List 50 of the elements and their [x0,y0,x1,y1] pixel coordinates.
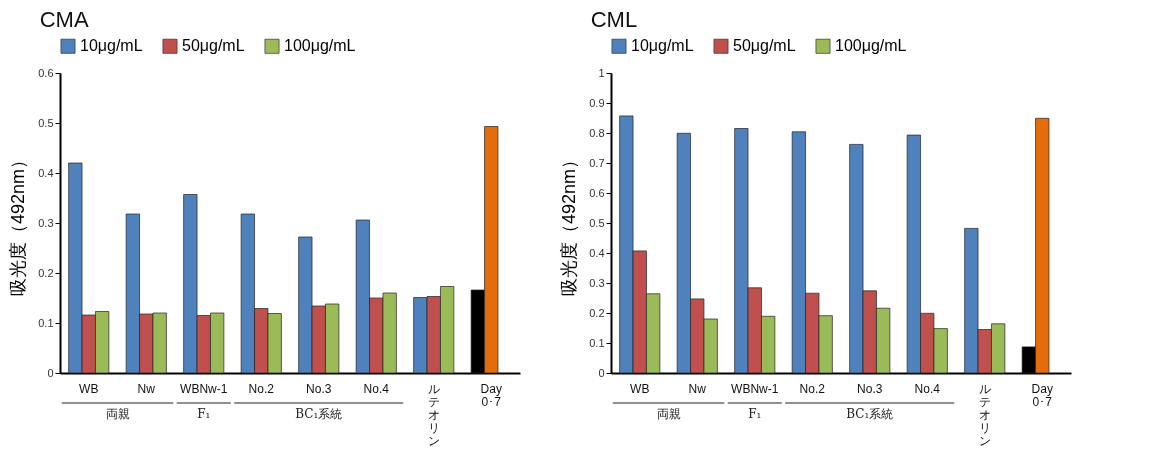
y-axis-title: 吸光度（492nm） [8,150,29,297]
y-tick-label: 0.9 [589,96,605,109]
legend-label: 100μg/mL [284,37,356,55]
y-tick-label: 0.6 [38,66,54,79]
legend-label: 10μg/mL [80,37,143,55]
y-tick-label: 0.3 [38,216,54,229]
chart-title: CMA [39,7,89,32]
legend-label: 50μg/mL [182,37,245,55]
legend-label: 50μg/mL [733,37,796,55]
y-tick-label: 0.2 [38,266,54,279]
x-tick-label: Nw [137,381,156,396]
y-tick-label: 0.7 [589,156,605,169]
text: BC₁系統 [846,407,894,421]
x-tick-label: Nw [688,381,707,396]
legend-label: 100μg/mL [835,37,907,55]
x-tick-label: ルテオリン [427,381,440,448]
y-tick-label: 0.6 [589,186,605,199]
y-tick-label: 0.8 [589,126,605,139]
y-tick-label: 0.2 [589,306,605,319]
text: BC₁系統 [295,407,343,421]
text: F₁ [197,407,211,421]
x-tick-label: Day 0･7 [480,381,502,409]
legend-label: 10μg/mL [631,37,694,55]
x-tick-label: WBNw-1 [731,381,779,396]
x-tick-label: No.2 [248,381,275,396]
x-tick-label: No.2 [799,381,826,396]
y-axis-title: 吸光度（492nm） [559,150,580,297]
text: 両親 [105,407,130,421]
y-tick-label: 0.5 [589,216,605,229]
text: F₁ [748,407,762,421]
y-tick-label: 0.4 [589,246,605,259]
x-tick-label: No.3 [306,381,332,396]
y-tick-label: 0.4 [38,166,54,179]
x-tick-label: No.3 [857,381,883,396]
x-tick-label: ルテオリン [978,381,991,448]
y-tick-label: 0 [47,366,54,379]
x-tick-label: No.4 [363,381,390,396]
y-tick-label: 1 [598,66,605,79]
y-tick-label: 0.1 [589,336,605,349]
y-tick-label: 0.3 [589,276,605,289]
y-tick-label: 0 [598,366,605,379]
x-tick-label: No.4 [914,381,941,396]
chart-title: CML [590,7,638,32]
x-tick-label: WBNw-1 [180,381,228,396]
x-tick-label: Day 0･7 [1031,381,1053,409]
y-tick-label: 0.5 [38,116,54,129]
x-tick-label: WB [79,381,99,396]
y-tick-label: 0.1 [38,316,54,329]
text: 両親 [656,407,681,421]
x-tick-label: WB [630,381,650,396]
